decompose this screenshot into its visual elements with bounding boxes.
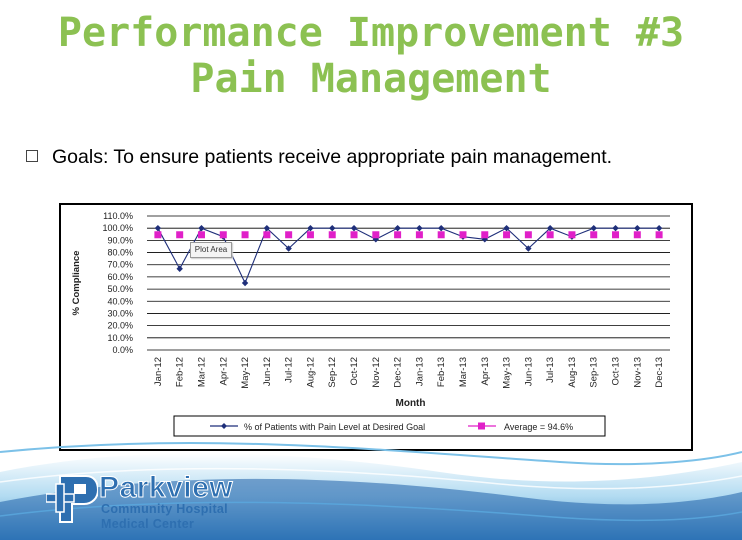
x-tick-label: May-12: [240, 357, 251, 389]
average-point: [306, 231, 314, 239]
average-point: [459, 231, 467, 239]
legend-average-label: Average = 94.6%: [504, 422, 573, 432]
x-tick-label: Oct-12: [349, 357, 360, 386]
average-point: [481, 231, 489, 239]
y-axis-title: % Compliance: [71, 251, 82, 316]
average-point: [546, 231, 554, 239]
y-tick-label: 110.0%: [103, 211, 133, 221]
x-tick-label: Apr-12: [218, 357, 229, 386]
average-point: [372, 231, 380, 239]
series-point: [394, 224, 401, 232]
average-point: [612, 231, 620, 239]
y-tick-label: 30.0%: [107, 308, 133, 318]
series-point: [241, 279, 249, 287]
x-tick-label: Aug-13: [567, 357, 578, 388]
average-point: [437, 231, 445, 239]
average-point: [219, 231, 227, 239]
series-point: [198, 224, 205, 232]
x-tick-label: Mar-12: [196, 357, 207, 387]
series-point: [612, 224, 619, 232]
y-tick-label: 60.0%: [107, 272, 133, 282]
legend-box: [173, 415, 606, 437]
series-point: [307, 224, 314, 232]
average-point: [503, 231, 511, 239]
series-point: [263, 224, 271, 232]
series-point: [285, 245, 292, 252]
x-tick-label: Feb-12: [175, 357, 186, 387]
series-point: [416, 224, 423, 232]
average-point: [568, 231, 576, 239]
parkview-logo-icon: [46, 475, 98, 523]
average-point: [590, 231, 598, 239]
x-tick-label: Jan-12: [153, 357, 164, 386]
legend-average-marker: [478, 422, 485, 430]
goal-bullet: Goals: To ensure patients receive approp…: [26, 146, 742, 169]
average-point: [350, 231, 358, 239]
plot-area-tooltip: Plot Area: [190, 242, 232, 258]
average-point: [176, 231, 184, 239]
x-tick-label: Feb-13: [436, 357, 447, 387]
x-tick-label: Dec-12: [393, 357, 404, 388]
average-point: [633, 231, 641, 239]
y-tick-label: 10.0%: [107, 333, 133, 343]
legend-series-marker: [221, 423, 227, 429]
y-tick-label: 40.0%: [107, 296, 133, 306]
series-point: [350, 224, 358, 232]
y-tick-label: 70.0%: [107, 260, 133, 270]
logo-subline-2: Medical Center: [101, 517, 195, 531]
average-point: [241, 231, 249, 239]
x-tick-label: Aug-12: [305, 357, 316, 388]
y-tick-label: 0.0%: [112, 345, 133, 355]
x-tick-label: Jul-13: [545, 357, 556, 383]
chart-frame: 0.0% 10.0% 20.0% 30.0% 40.0% 50.0% 60.0% 70.0% 8…: [59, 203, 693, 451]
average-point: [285, 231, 293, 239]
average-point: [263, 231, 271, 239]
bullet-square-icon: [26, 149, 38, 162]
average-point: [154, 231, 162, 239]
x-axis-title: Month: [396, 398, 426, 409]
logo-wordmark: Parkview: [98, 471, 234, 505]
average-point: [394, 231, 402, 239]
title-line-1: Performance Improvement #3: [57, 10, 685, 56]
series-point: [634, 224, 641, 232]
average-point: [524, 231, 532, 239]
y-tick-label: 50.0%: [107, 284, 133, 294]
x-tick-label: Jan-13: [414, 357, 425, 386]
x-tick-label: Nov-13: [632, 357, 643, 388]
x-tick-label: Jun-12: [262, 357, 273, 386]
series-point: [437, 224, 445, 232]
x-tick-label: Mar-13: [458, 357, 469, 387]
x-tick-label: Oct-13: [611, 357, 622, 386]
x-tick-label: Jun-13: [523, 357, 534, 386]
legend-series-label: % of Patients with Pain Level at Desired…: [244, 422, 425, 432]
y-tick-label: 20.0%: [107, 321, 133, 331]
series-point: [329, 224, 336, 232]
y-tick-label: 80.0%: [107, 248, 133, 258]
series-point: [176, 265, 183, 272]
series-point: [655, 224, 663, 232]
average-point: [328, 231, 336, 239]
x-tick-label: Jul-12: [284, 357, 295, 383]
x-tick-label: Dec-13: [654, 357, 665, 388]
title-line-2: Pain Management: [190, 56, 552, 102]
series-point: [154, 224, 162, 232]
series-point: [590, 224, 597, 232]
x-tick-label: May-13: [502, 357, 513, 389]
x-tick-label: Nov-12: [371, 357, 382, 388]
x-tick-label: Apr-13: [480, 357, 491, 386]
average-point: [415, 231, 423, 239]
compliance-chart: 0.0% 10.0% 20.0% 30.0% 40.0% 50.0% 60.0% 70.0% 8…: [71, 211, 670, 437]
goal-text: Goals: To ensure patients receive approp…: [52, 146, 613, 168]
average-point: [197, 231, 205, 239]
series-line: [157, 227, 660, 285]
y-tick-label: 100.0%: [102, 223, 133, 233]
footer-wave-decoration: [0, 442, 742, 540]
series-point: [503, 224, 510, 232]
x-tick-label: Sep-13: [589, 357, 600, 388]
average-point: [655, 231, 663, 239]
y-tick-label: 90.0%: [107, 235, 133, 245]
x-tick-label: Sep-12: [327, 357, 338, 388]
logo-subline-1: Community Hospital: [101, 502, 228, 516]
slide-title: Performance Improvement #3 Pain Manageme…: [0, 10, 742, 102]
